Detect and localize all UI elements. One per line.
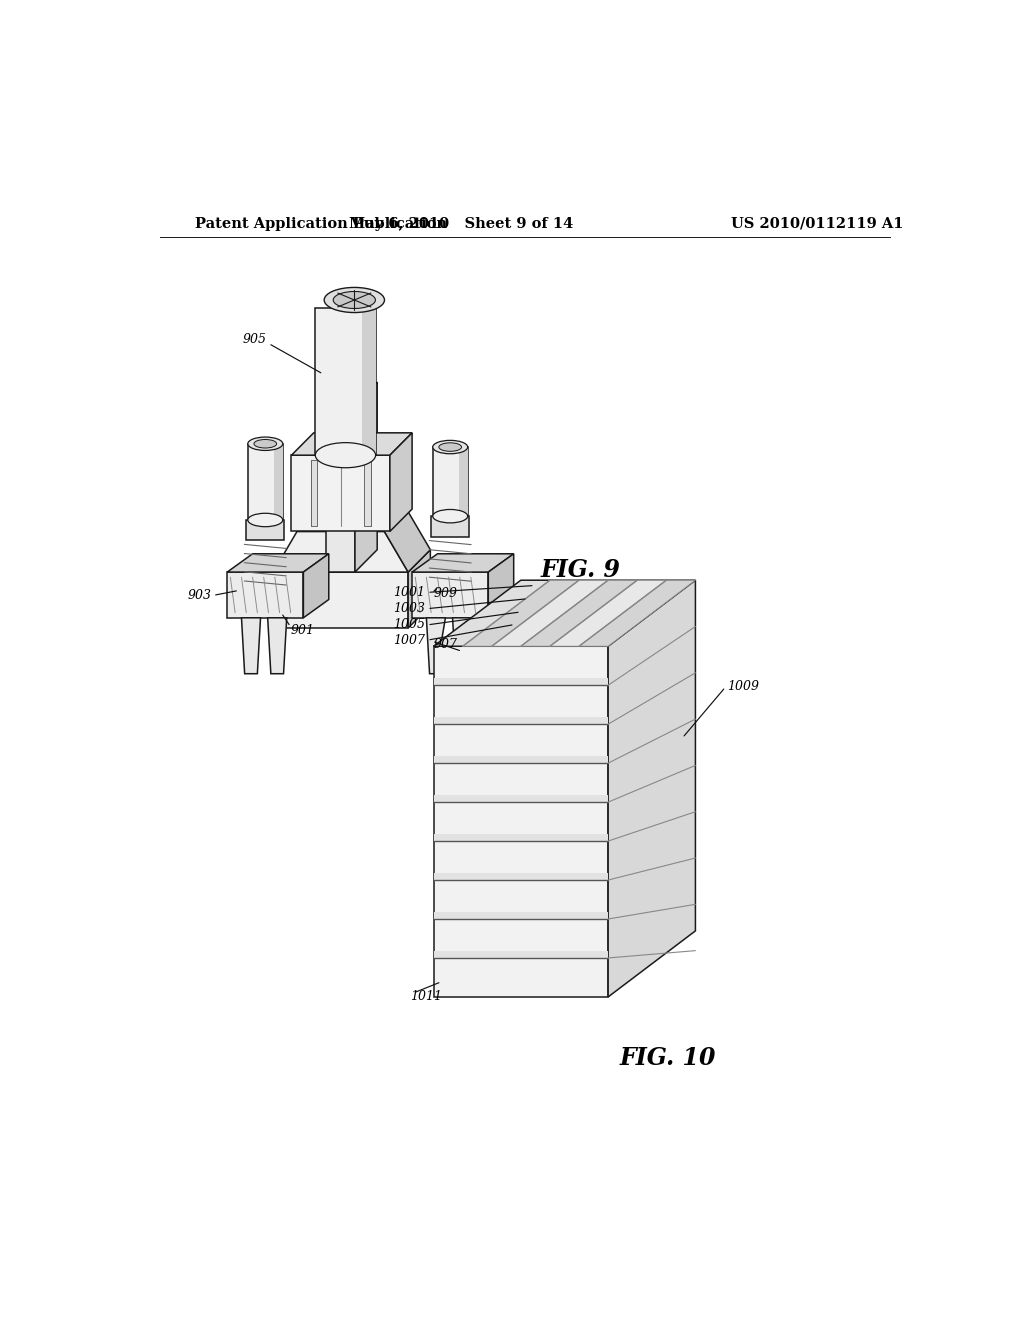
Polygon shape [362,308,376,455]
Ellipse shape [254,440,276,447]
Polygon shape [521,581,637,647]
Text: 905: 905 [243,333,267,346]
Ellipse shape [433,510,468,523]
Polygon shape [274,444,283,520]
Polygon shape [365,461,371,527]
Polygon shape [426,618,445,673]
Polygon shape [433,950,608,958]
Polygon shape [492,581,608,647]
Text: 909: 909 [433,587,458,599]
Polygon shape [488,554,514,618]
Polygon shape [292,433,412,455]
Polygon shape [433,447,468,516]
Polygon shape [433,756,608,763]
Polygon shape [273,549,430,572]
Polygon shape [433,795,608,803]
Polygon shape [412,554,514,572]
Polygon shape [227,572,303,618]
Ellipse shape [248,513,283,527]
Polygon shape [273,572,409,628]
Text: 1009: 1009 [727,680,759,693]
Polygon shape [248,444,283,520]
Polygon shape [273,532,409,572]
Text: Patent Application Publication: Patent Application Publication [196,216,447,231]
Ellipse shape [333,292,376,309]
Ellipse shape [248,437,283,450]
Polygon shape [412,572,488,618]
Polygon shape [433,912,608,919]
Polygon shape [459,447,468,516]
Polygon shape [463,581,579,647]
Text: 1011: 1011 [410,990,441,1003]
Polygon shape [327,404,355,572]
Polygon shape [433,834,608,841]
Polygon shape [227,554,329,572]
Polygon shape [384,510,430,572]
Ellipse shape [315,442,376,467]
Polygon shape [433,717,608,725]
Text: 903: 903 [187,589,211,602]
Polygon shape [433,678,608,685]
Polygon shape [246,520,285,540]
Polygon shape [453,618,472,673]
Ellipse shape [433,441,468,454]
Polygon shape [433,581,695,647]
Polygon shape [433,647,608,997]
Text: FIG. 9: FIG. 9 [541,558,621,582]
Ellipse shape [439,442,462,451]
Ellipse shape [325,288,384,313]
Text: 907: 907 [433,638,458,651]
Polygon shape [315,308,376,455]
Polygon shape [579,581,695,647]
Polygon shape [303,554,329,618]
Polygon shape [550,581,667,647]
Polygon shape [608,581,695,997]
Text: FIG. 10: FIG. 10 [620,1045,716,1071]
Polygon shape [433,873,608,880]
Text: 1001: 1001 [393,586,426,599]
Polygon shape [292,455,390,532]
Text: 1007: 1007 [393,634,426,647]
Text: US 2010/0112119 A1: US 2010/0112119 A1 [731,216,903,231]
Polygon shape [409,549,430,628]
Text: 1005: 1005 [393,619,426,631]
Text: 1003: 1003 [393,602,426,615]
Polygon shape [355,381,377,572]
Polygon shape [431,516,469,536]
Polygon shape [242,618,260,673]
Polygon shape [310,461,316,527]
Polygon shape [390,433,412,532]
Polygon shape [267,618,287,673]
Polygon shape [297,510,407,532]
Text: 901: 901 [291,623,314,636]
Text: May 6, 2010   Sheet 9 of 14: May 6, 2010 Sheet 9 of 14 [349,216,573,231]
